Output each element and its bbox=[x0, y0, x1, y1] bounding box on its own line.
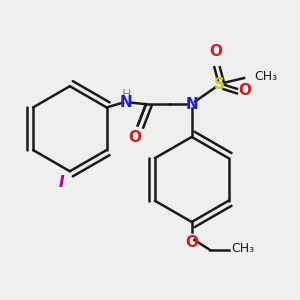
Text: I: I bbox=[59, 175, 64, 190]
Text: CH₃: CH₃ bbox=[231, 242, 254, 255]
Text: O: O bbox=[209, 44, 223, 59]
Text: N: N bbox=[185, 97, 198, 112]
Text: N: N bbox=[120, 95, 133, 110]
Text: O: O bbox=[238, 83, 251, 98]
Text: O: O bbox=[185, 235, 198, 250]
Text: S: S bbox=[214, 77, 225, 92]
Text: CH₃: CH₃ bbox=[254, 70, 277, 83]
Text: H: H bbox=[122, 88, 131, 101]
Text: O: O bbox=[128, 130, 141, 146]
